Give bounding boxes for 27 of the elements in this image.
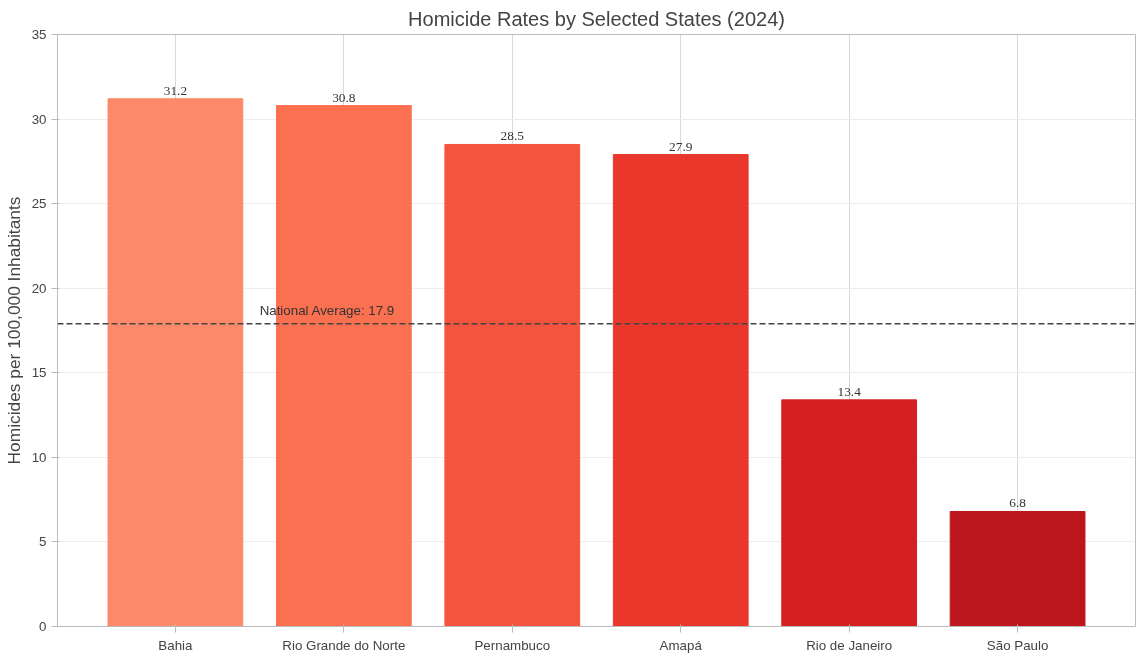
- y-tick-label: 35: [31, 27, 47, 42]
- data-label: 31.2: [163, 82, 188, 98]
- y-tick-label: 5: [39, 534, 47, 550]
- y-tick-label: 15: [31, 365, 47, 381]
- y-tick-label: 20: [31, 280, 47, 296]
- y-tick-label: 0: [39, 619, 47, 634]
- bar: [781, 399, 918, 627]
- bar: [107, 98, 244, 627]
- data-label: 6.8: [1009, 495, 1027, 511]
- x-tick-label: Amapá: [659, 637, 703, 653]
- y-tick-label: 30: [31, 111, 47, 127]
- data-label: 13.4: [837, 383, 862, 399]
- x-tick-label: Pernambuco: [474, 637, 551, 653]
- x-tick-label: Rio Grande do Norte: [282, 637, 406, 653]
- bar: [444, 143, 581, 627]
- data-label: 30.8: [332, 89, 356, 105]
- y-tick-label: 25: [31, 196, 47, 212]
- y-axis-title: Homicides per 100,000 Inhabitants: [3, 196, 24, 465]
- bar: [612, 154, 749, 627]
- x-tick-label: Rio de Janeiro: [806, 637, 893, 653]
- x-tick-label: São Paulo: [986, 637, 1049, 653]
- y-tick-label: 10: [31, 449, 47, 465]
- x-tick-label: Bahia: [158, 637, 194, 653]
- data-label: 27.9: [669, 138, 693, 154]
- bar: [949, 510, 1086, 627]
- chart-title: Homicide Rates by Selected States (2024): [408, 7, 785, 30]
- data-label: 28.5: [500, 128, 525, 144]
